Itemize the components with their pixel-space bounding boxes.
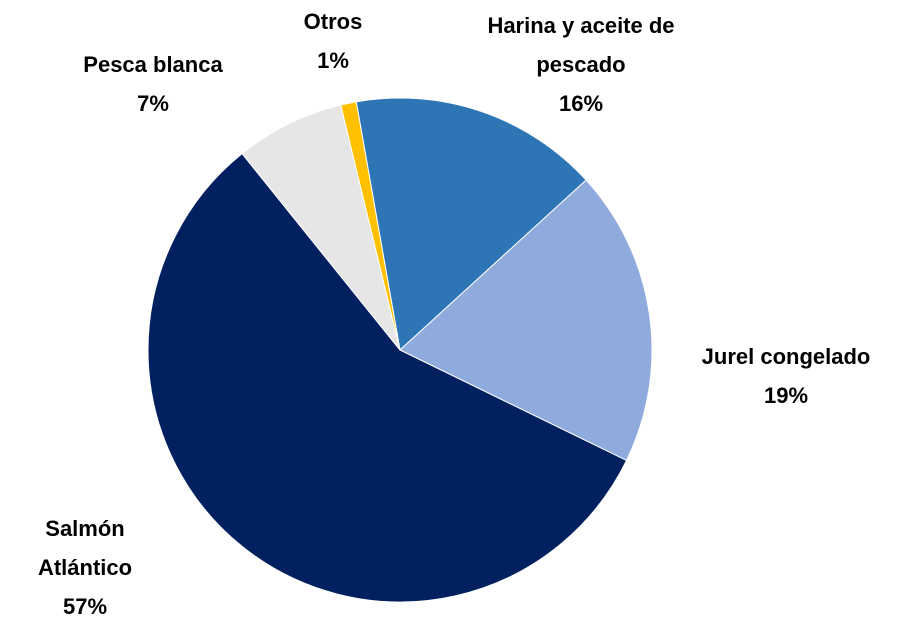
value-label: 57% — [62, 594, 108, 619]
slice-label: Otros 1% — [283, 2, 383, 80]
slice-label: Salmón Atlántico 57% — [20, 509, 150, 622]
value-label: 19% — [763, 383, 809, 408]
pie-slice — [147, 152, 628, 603]
category-label: Otros — [303, 9, 363, 34]
category-label: Salmón Atlántico — [37, 516, 133, 580]
category-label: Pesca blanca — [83, 52, 223, 77]
pie-slice — [241, 104, 401, 351]
slice-label: Harina y aceite de pescado 16% — [466, 6, 696, 123]
slice-label: Jurel congelado 19% — [676, 337, 896, 415]
category-label: Jurel congelado — [701, 344, 871, 369]
pie-slice — [340, 101, 401, 351]
slice-label: Pesca blanca 7% — [53, 45, 253, 123]
value-label: 1% — [317, 48, 349, 73]
category-label: Harina y aceite de pescado — [487, 13, 675, 77]
pie-slice — [355, 97, 587, 351]
value-label: 7% — [137, 91, 169, 116]
value-label: 16% — [558, 91, 604, 116]
pie-slice — [399, 179, 653, 462]
